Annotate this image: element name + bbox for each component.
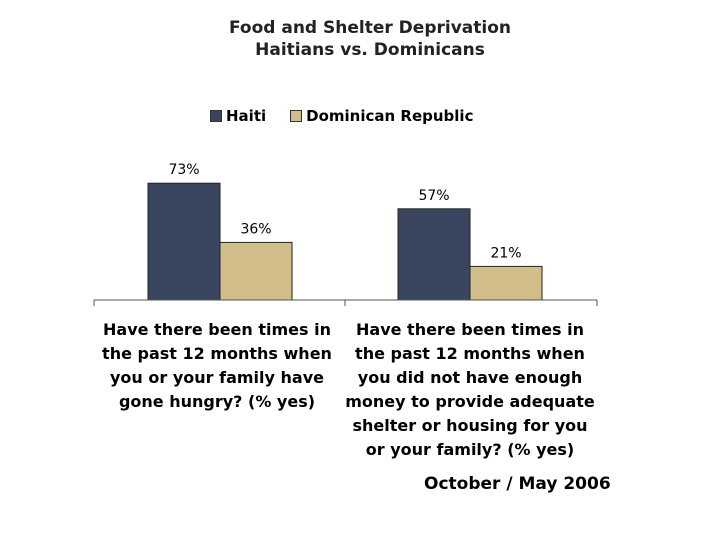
chart-title-line-1: Food and Shelter Deprivation bbox=[228, 18, 511, 38]
data-label-dominican-republic-0: 36% bbox=[240, 221, 271, 237]
legend-swatch-haiti bbox=[210, 110, 222, 122]
legend-swatch-dominican-republic bbox=[290, 110, 303, 122]
chart-legend: Haiti Dominican Republic bbox=[210, 107, 497, 125]
legend-item-haiti: Haiti bbox=[210, 107, 266, 125]
bar-haiti-0 bbox=[147, 182, 221, 301]
legend-label-dominican-republic: Dominican Republic bbox=[306, 107, 474, 125]
survey-date-footnote: October / May 2006 bbox=[424, 474, 611, 494]
data-label-dominican-republic-1: 21% bbox=[490, 245, 521, 261]
chart-title-line-2: Haitians vs. Dominicans bbox=[255, 40, 485, 60]
data-label-haiti-1: 57% bbox=[418, 188, 449, 204]
category-label-shelter: Have there been times in the past 12 mon… bbox=[345, 320, 595, 459]
legend-item-dominican-republic: Dominican Republic bbox=[290, 107, 473, 125]
category-label-hungry: Have there been times in the past 12 mon… bbox=[102, 320, 332, 411]
legend-label-haiti: Haiti bbox=[226, 107, 267, 125]
bar-dominican-republic-0 bbox=[219, 241, 293, 301]
bar-dominican-republic-1 bbox=[469, 265, 543, 301]
data-label-haiti-0: 73% bbox=[168, 162, 199, 178]
bar-haiti-1 bbox=[397, 208, 471, 301]
